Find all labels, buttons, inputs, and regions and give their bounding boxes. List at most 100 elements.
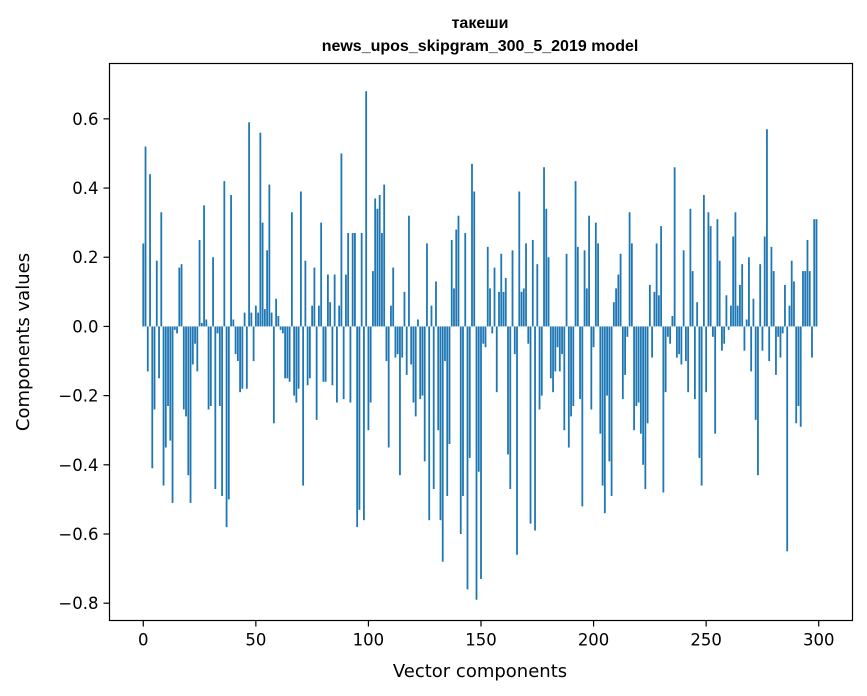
- bar: [441, 326, 444, 562]
- bar: [520, 291, 523, 327]
- bar: [392, 267, 395, 327]
- bar: [308, 326, 311, 379]
- bar: [185, 326, 187, 417]
- bar: [317, 305, 320, 327]
- bar: [646, 326, 649, 424]
- bar: [144, 146, 147, 327]
- x-axis-ticks: 0 50 100 150 200 250 300: [138, 620, 834, 650]
- bar: [561, 326, 563, 355]
- bar: [547, 257, 550, 327]
- bar: [628, 212, 631, 327]
- bar: [691, 271, 694, 327]
- bar: [540, 326, 543, 396]
- bar: [385, 326, 388, 362]
- bar: [171, 326, 174, 503]
- bar: [673, 167, 676, 327]
- bar: [417, 319, 419, 327]
- bar: [180, 264, 183, 327]
- bar: [752, 298, 755, 327]
- bar: [525, 243, 527, 327]
- bar: [770, 246, 773, 327]
- bar: [232, 319, 235, 327]
- bar: [365, 91, 368, 327]
- bar: [158, 326, 160, 379]
- bar: [374, 198, 377, 327]
- bar: [266, 250, 269, 327]
- bar: [786, 326, 789, 552]
- bar: [205, 319, 208, 327]
- bar: [583, 250, 586, 327]
- bar: [610, 326, 613, 496]
- bar: [750, 326, 753, 372]
- bar: [707, 212, 710, 327]
- bar: [651, 326, 654, 358]
- bar: [403, 291, 406, 327]
- bar: [653, 291, 656, 327]
- bar: [531, 239, 534, 327]
- bar: [196, 326, 199, 372]
- bar: [714, 326, 717, 434]
- bar: [151, 326, 154, 469]
- bar: [160, 212, 163, 327]
- bar: [333, 274, 336, 327]
- bar: [639, 326, 642, 434]
- bar: [788, 305, 791, 327]
- y-tick-label: 0.6: [72, 110, 98, 129]
- bar: [680, 326, 683, 365]
- bar: [766, 129, 768, 327]
- bar: [358, 326, 361, 510]
- bar: [556, 326, 559, 348]
- bar: [687, 326, 690, 393]
- bar: [187, 326, 190, 476]
- bar: [637, 326, 640, 403]
- bar: [590, 326, 593, 410]
- bar: [191, 326, 194, 365]
- bar: [721, 326, 723, 351]
- bar: [428, 326, 431, 521]
- bar: [570, 326, 572, 417]
- bar: [295, 326, 298, 403]
- bar: [741, 264, 744, 327]
- bar: [383, 184, 386, 327]
- bar: [500, 253, 503, 327]
- bar: [178, 267, 181, 327]
- bar: [599, 326, 602, 434]
- bar: [621, 326, 624, 400]
- bar: [761, 326, 764, 351]
- bar: [450, 239, 453, 327]
- bar: [709, 226, 712, 327]
- bar: [369, 326, 372, 403]
- bar: [176, 326, 178, 334]
- bar: [216, 326, 219, 334]
- bar: [802, 271, 804, 327]
- bar: [293, 326, 296, 396]
- bar: [414, 326, 417, 417]
- x-tick-label: 0: [138, 631, 149, 650]
- bar: [268, 184, 271, 327]
- bar: [558, 326, 561, 372]
- bar: [484, 326, 487, 348]
- bar: [448, 326, 451, 445]
- bar: [466, 326, 469, 590]
- bar: [230, 194, 232, 327]
- bar: [507, 326, 509, 455]
- bar: [594, 222, 597, 327]
- bar: [236, 326, 239, 362]
- bar: [410, 326, 413, 365]
- bar: [693, 326, 696, 400]
- bar: [759, 264, 762, 327]
- bar: [248, 122, 250, 327]
- bar: [259, 132, 262, 327]
- bar: [363, 326, 365, 521]
- bar: [781, 326, 784, 334]
- bar: [723, 326, 726, 344]
- bar: [527, 326, 530, 344]
- bar: [306, 326, 309, 386]
- bar: [545, 208, 548, 327]
- bar: [401, 326, 404, 358]
- bar: [793, 281, 795, 327]
- bar: [597, 243, 599, 327]
- bar: [345, 274, 347, 327]
- bar: [806, 239, 809, 327]
- bar: [149, 174, 151, 327]
